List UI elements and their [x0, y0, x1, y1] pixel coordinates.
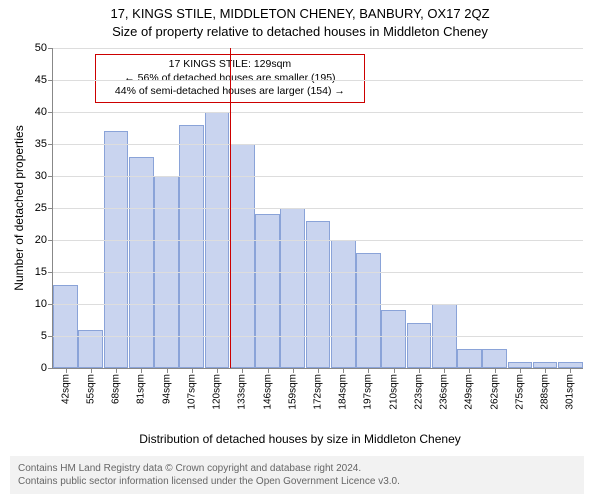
y-tick-label: 20	[35, 234, 47, 246]
y-tick-mark	[48, 336, 53, 337]
y-tick-label: 45	[35, 74, 47, 86]
histogram-bar	[306, 221, 331, 368]
y-tick-mark	[48, 112, 53, 113]
x-tick-label: 223sqm	[413, 374, 424, 410]
y-tick-mark	[48, 144, 53, 145]
x-tick-label: 146sqm	[262, 374, 273, 410]
grid-line	[53, 304, 583, 305]
x-tick-label: 68sqm	[111, 374, 122, 404]
x-tick-label: 236sqm	[439, 374, 450, 410]
histogram-bar	[53, 285, 78, 368]
plot-area: 17 KINGS STILE: 129sqm ← 56% of detached…	[52, 48, 583, 369]
x-tick-mark	[141, 368, 142, 373]
histogram-bar	[407, 323, 432, 368]
x-tick-label: 275sqm	[514, 374, 525, 410]
x-tick-mark	[495, 368, 496, 373]
x-tick-mark	[116, 368, 117, 373]
x-tick-mark	[318, 368, 319, 373]
y-tick-mark	[48, 304, 53, 305]
x-tick-label: 120sqm	[212, 374, 223, 410]
x-tick-label: 42sqm	[60, 374, 71, 404]
x-tick-label: 288sqm	[540, 374, 551, 410]
histogram-bar	[381, 310, 406, 368]
chart-title-main: 17, KINGS STILE, MIDDLETON CHENEY, BANBU…	[0, 6, 600, 21]
y-tick-mark	[48, 368, 53, 369]
x-tick-mark	[545, 368, 546, 373]
y-tick-label: 25	[35, 202, 47, 214]
x-tick-label: 159sqm	[287, 374, 298, 410]
x-tick-mark	[368, 368, 369, 373]
histogram-bar	[482, 349, 507, 368]
x-tick-mark	[91, 368, 92, 373]
grid-line	[53, 240, 583, 241]
y-tick-mark	[48, 208, 53, 209]
x-tick-mark	[268, 368, 269, 373]
x-tick-label: 172sqm	[313, 374, 324, 410]
x-tick-mark	[217, 368, 218, 373]
histogram-bar	[230, 144, 255, 368]
x-tick-mark	[66, 368, 67, 373]
x-tick-label: 210sqm	[388, 374, 399, 410]
x-tick-mark	[242, 368, 243, 373]
y-tick-mark	[48, 176, 53, 177]
histogram-bar	[179, 125, 204, 368]
x-tick-label: 81sqm	[136, 374, 147, 404]
x-tick-mark	[394, 368, 395, 373]
y-tick-label: 5	[41, 330, 47, 342]
x-tick-label: 55sqm	[85, 374, 96, 404]
x-tick-label: 94sqm	[161, 374, 172, 404]
x-tick-mark	[343, 368, 344, 373]
x-tick-label: 107sqm	[186, 374, 197, 410]
y-tick-label: 40	[35, 106, 47, 118]
y-tick-label: 30	[35, 170, 47, 182]
footer-line-1: Contains HM Land Registry data © Crown c…	[18, 462, 576, 475]
histogram-bar	[255, 214, 280, 368]
grid-line	[53, 336, 583, 337]
grid-line	[53, 48, 583, 49]
chart-title-sub: Size of property relative to detached ho…	[0, 24, 600, 39]
histogram-bar	[356, 253, 381, 368]
x-tick-label: 197sqm	[363, 374, 374, 410]
reference-line	[230, 48, 231, 368]
x-tick-label: 184sqm	[338, 374, 349, 410]
grid-line	[53, 176, 583, 177]
x-tick-mark	[570, 368, 571, 373]
histogram-bar	[457, 349, 482, 368]
x-tick-mark	[192, 368, 193, 373]
y-tick-label: 15	[35, 266, 47, 278]
grid-line	[53, 112, 583, 113]
x-tick-label: 262sqm	[489, 374, 500, 410]
y-tick-mark	[48, 240, 53, 241]
histogram-bar	[104, 131, 129, 368]
y-tick-label: 50	[35, 42, 47, 54]
y-tick-mark	[48, 272, 53, 273]
x-tick-mark	[469, 368, 470, 373]
y-tick-mark	[48, 48, 53, 49]
grid-line	[53, 80, 583, 81]
grid-line	[53, 208, 583, 209]
x-tick-label: 133sqm	[237, 374, 248, 410]
chart-container: 17, KINGS STILE, MIDDLETON CHENEY, BANBU…	[0, 0, 600, 500]
histogram-bar	[280, 208, 305, 368]
grid-line	[53, 272, 583, 273]
x-tick-mark	[520, 368, 521, 373]
x-tick-mark	[419, 368, 420, 373]
y-tick-label: 0	[41, 362, 47, 374]
x-tick-label: 249sqm	[464, 374, 475, 410]
x-tick-mark	[167, 368, 168, 373]
footer-line-2: Contains public sector information licen…	[18, 475, 576, 488]
grid-line	[53, 144, 583, 145]
footer-attribution: Contains HM Land Registry data © Crown c…	[10, 456, 584, 494]
y-tick-mark	[48, 80, 53, 81]
y-tick-label: 10	[35, 298, 47, 310]
x-tick-mark	[293, 368, 294, 373]
x-tick-label: 301sqm	[565, 374, 576, 410]
x-axis-title: Distribution of detached houses by size …	[0, 432, 600, 446]
y-tick-label: 35	[35, 138, 47, 150]
x-tick-mark	[444, 368, 445, 373]
